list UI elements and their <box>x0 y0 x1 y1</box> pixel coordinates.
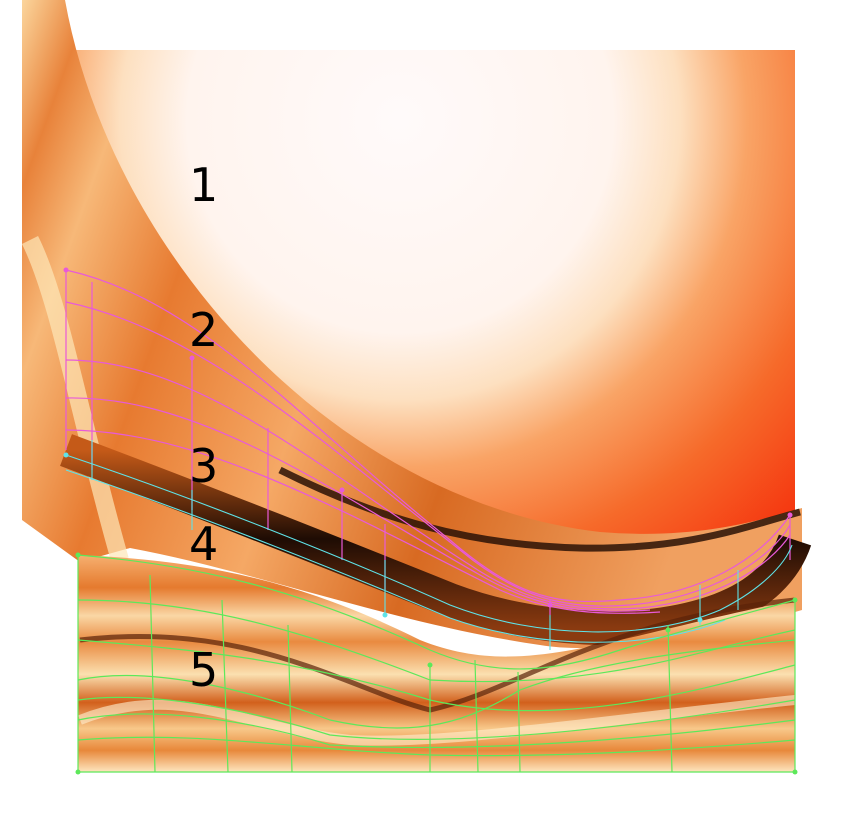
label-3: 3 <box>189 439 219 493</box>
highlight-lower <box>78 695 796 746</box>
drape-band <box>22 0 802 649</box>
label-2: 2 <box>189 303 219 357</box>
dark-fold-band <box>60 434 812 646</box>
dark-fold-upper <box>278 466 801 552</box>
cyan-mesh-lines <box>65 440 793 650</box>
label-1: 1 <box>189 158 219 212</box>
mesh-anchor-points <box>63 267 798 775</box>
drape-highlight <box>21 235 129 563</box>
label-5: 5 <box>189 643 219 697</box>
green-mesh-lines <box>77 554 796 773</box>
label-4: 4 <box>189 517 219 571</box>
pink-mesh-lines <box>65 269 791 615</box>
